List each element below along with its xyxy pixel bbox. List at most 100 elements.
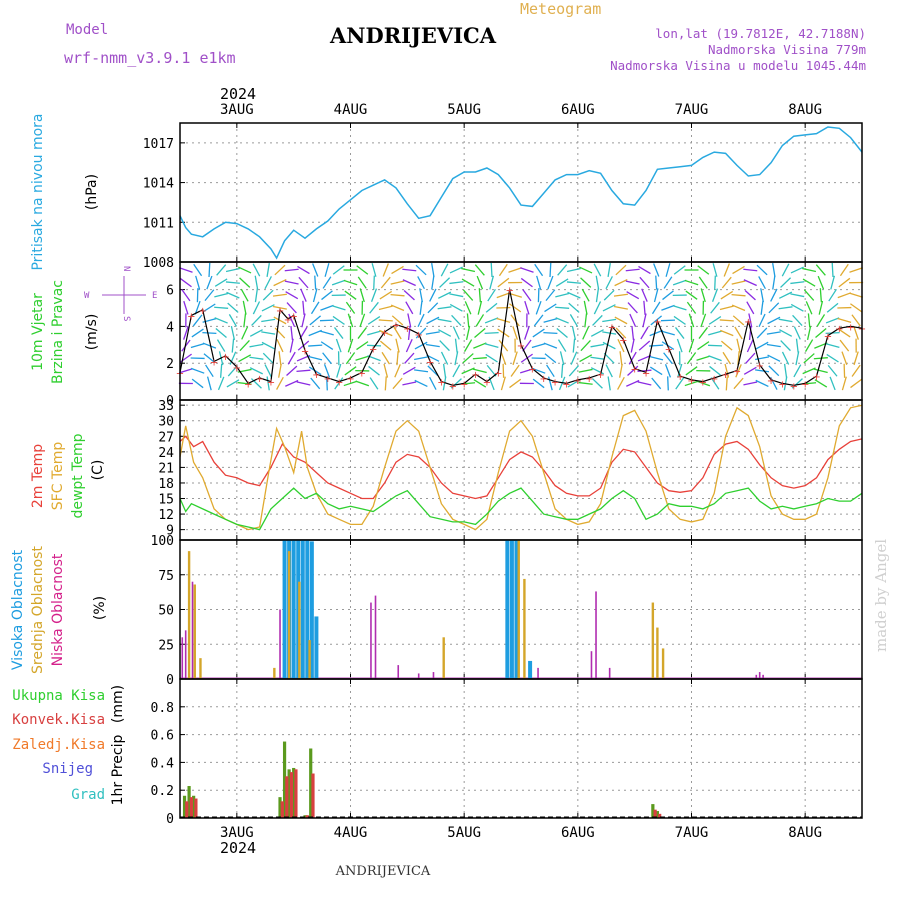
wind-arrow: [605, 276, 613, 290]
wind-arrow: [464, 301, 472, 315]
wind-arrow: [649, 355, 664, 361]
wind-arrow: [205, 364, 214, 378]
wind-arrow: [841, 376, 847, 391]
wind-arrow: [402, 381, 417, 386]
wind-arrow: [686, 352, 697, 365]
wind-arrow: [466, 313, 470, 328]
wind-arrow: [673, 315, 686, 325]
wind-arrow: [331, 279, 346, 286]
wind-arrow: [239, 277, 251, 288]
wind-arrow: [532, 328, 545, 338]
meteogram-label: Meteogram: [520, 0, 601, 18]
wind-arrow: [617, 338, 625, 353]
wind-ytick-label: 0: [166, 394, 174, 409]
wind-arrow: [284, 280, 299, 285]
wind-arrow: [779, 329, 793, 337]
wind-arrow: [549, 262, 552, 278]
wind-arrow: [366, 344, 382, 347]
wind-arrow: [546, 364, 555, 378]
precip-legend-total: Ukupna Kisa: [12, 688, 105, 704]
wind-gust-marker: +: [221, 352, 229, 363]
wind-arrow: [319, 319, 335, 322]
wind-arrow: [755, 379, 769, 387]
wind-arrow: [698, 276, 708, 289]
precip-axis-title: 1hr Precip: [110, 735, 126, 806]
wind-arrow: [284, 268, 299, 272]
wind-arrow: [711, 288, 719, 302]
wind-arrow: [626, 379, 640, 387]
temperature-ytick-label: 21: [158, 461, 174, 476]
wind-arrow: [619, 363, 623, 378]
wind-arrow: [543, 317, 558, 323]
wind-arrow: [250, 378, 262, 389]
wind-arrow: [404, 352, 415, 364]
wind-arrow: [545, 289, 556, 302]
wind-arrow: [628, 351, 637, 365]
total-precip-bar: [651, 804, 655, 818]
wind-ytick-label: 4: [166, 320, 174, 335]
wind-arrow: [312, 263, 319, 277]
wind-arrow: [590, 367, 605, 375]
wind-arrow: [806, 326, 812, 340]
wind-arrow: [590, 343, 605, 348]
wind-gust-marker: +: [608, 322, 616, 333]
wind-arrow: [419, 300, 423, 315]
wind-arrow: [583, 300, 588, 315]
wind-arrow: [254, 275, 259, 290]
wind-arrow: [641, 288, 648, 302]
wind-arrow: [850, 303, 863, 313]
wind-arrow: [667, 376, 669, 391]
wind-gust-marker: +: [790, 381, 798, 392]
wind-arrow: [359, 288, 365, 303]
clouds-ytick-label: 75: [158, 569, 174, 584]
wind-gust-marker: +: [630, 365, 638, 376]
wind-gust-marker: +: [653, 317, 661, 328]
wind-axis-title-2: Brzina i Pravac: [50, 280, 66, 384]
wind-arrow: [214, 278, 228, 287]
wind-arrow: [700, 288, 706, 303]
wind-arrow: [261, 331, 276, 335]
wind-gust-marker: +: [426, 357, 434, 368]
wind-arrow: [707, 344, 723, 347]
wind-arrow: [508, 267, 522, 273]
wind-arrow: [179, 277, 192, 288]
wind-arrow: [535, 300, 542, 315]
wind-arrow: [237, 381, 252, 385]
temperature-ytick-label: 24: [158, 446, 174, 461]
wind-arrow: [286, 302, 297, 314]
wind-arrow: [332, 265, 345, 275]
wind-arrow: [243, 313, 247, 328]
wind-arrow: [758, 276, 766, 290]
wind-arrow: [815, 264, 826, 276]
wind-gust-marker: +: [494, 368, 502, 379]
wind-arrow: [685, 290, 698, 300]
wind-arrow: [735, 364, 742, 378]
wind-gust-marker: +: [642, 368, 650, 379]
wind-arrow: [261, 318, 276, 323]
wind-arrow: [638, 340, 651, 351]
wind-arrow: [643, 300, 646, 315]
dewpt-axis-title: dewpt Temp: [70, 433, 86, 518]
wind-arrow: [452, 326, 460, 340]
wind-arrow: [208, 262, 211, 278]
wind-arrow: [264, 364, 272, 378]
wind-gust-marker: +: [284, 315, 292, 326]
wind-arrow: [402, 279, 416, 287]
wind-arrow: [685, 366, 698, 376]
wind-arrow: [560, 363, 564, 378]
high-cloud-bar: [291, 540, 296, 679]
wind-arrow: [664, 364, 672, 378]
wind-arrow: [287, 351, 296, 365]
wind-arrow: [437, 291, 452, 299]
low-cloud-bar: [537, 667, 539, 679]
mid-cloud-bar: [199, 658, 202, 679]
wind-arrow: [837, 292, 852, 299]
wind-arrow: [429, 288, 437, 302]
wind-arrow: [217, 376, 225, 391]
wind-arrow: [310, 377, 321, 390]
wind-arrow: [276, 338, 284, 353]
mid-cloud-bar: [193, 584, 196, 679]
mid-cloud-bar: [656, 627, 659, 679]
wind-gust-marker: +: [744, 317, 752, 328]
